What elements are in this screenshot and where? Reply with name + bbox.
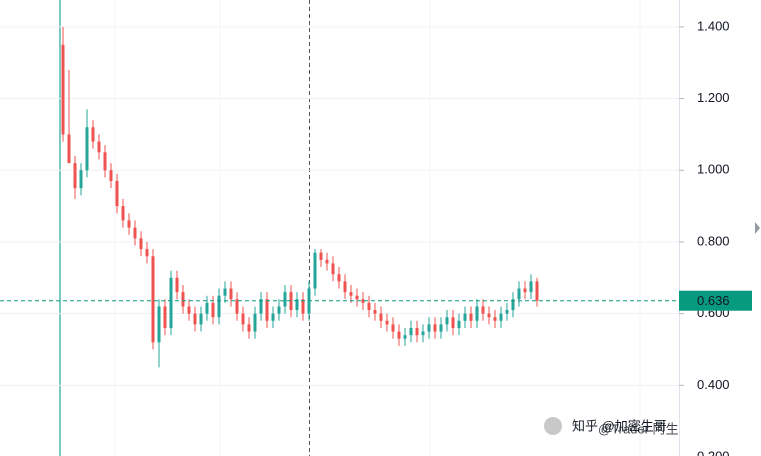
candle-body xyxy=(373,310,377,314)
candle-body xyxy=(151,256,155,343)
watermark: @Trader 阿生 xyxy=(598,421,679,436)
candle-body xyxy=(187,306,191,314)
candle-body xyxy=(343,281,347,293)
candle-body xyxy=(499,313,503,321)
candle-body xyxy=(103,152,107,171)
candle-body xyxy=(511,299,515,311)
candle-body xyxy=(361,299,365,303)
candle-body xyxy=(277,306,281,314)
candle-body xyxy=(73,163,77,189)
candle-body xyxy=(355,295,359,300)
candle-body xyxy=(67,134,71,164)
candle-body xyxy=(349,292,353,296)
candle-body xyxy=(337,274,341,282)
candle-body xyxy=(319,252,323,260)
candle-body xyxy=(487,313,491,318)
candle-body xyxy=(193,313,197,325)
candle-body xyxy=(235,299,239,314)
watermark: 知乎 @加密生哥 xyxy=(572,418,667,433)
candle-body xyxy=(313,252,317,289)
candle-body xyxy=(163,306,167,328)
candle-body xyxy=(523,288,527,293)
candle-body xyxy=(481,306,485,314)
candle-body xyxy=(205,302,209,314)
candle-body xyxy=(133,227,137,239)
candle-body xyxy=(97,141,101,153)
last-price-box xyxy=(679,290,752,311)
candle-body xyxy=(451,317,455,328)
candle-body xyxy=(535,281,539,301)
candle-body xyxy=(391,324,395,332)
candle-body xyxy=(415,327,419,336)
candle-body xyxy=(115,181,119,207)
candle-body xyxy=(157,306,161,343)
candle-body xyxy=(427,324,431,332)
candle-body xyxy=(439,324,443,332)
candle-body xyxy=(229,288,233,300)
candle-body xyxy=(301,299,305,314)
candle-body xyxy=(79,170,83,189)
candle-body xyxy=(505,310,509,314)
candle-body xyxy=(409,327,413,336)
candle-body xyxy=(91,127,95,142)
y-tick-label: 1.000 xyxy=(697,162,730,177)
candle-body xyxy=(121,206,125,221)
candle-body xyxy=(517,288,521,300)
candle-body xyxy=(271,313,275,321)
candle-body xyxy=(223,288,227,296)
candle-body xyxy=(127,220,131,228)
candle-body xyxy=(397,331,401,339)
candle-body xyxy=(421,331,425,336)
candle-body xyxy=(445,317,449,325)
candle-body xyxy=(139,238,143,250)
y-tick-label: 1.200 xyxy=(697,90,730,105)
candle-body xyxy=(109,170,113,182)
y-tick-label: 0.400 xyxy=(697,377,730,392)
candle-body xyxy=(175,277,179,293)
candle-body xyxy=(265,299,269,321)
last-price-label: 0.636 xyxy=(697,293,730,308)
candle-body xyxy=(529,281,533,293)
candle-body xyxy=(217,295,221,318)
y-tick-label: 0.200 xyxy=(697,448,730,456)
candle-body xyxy=(475,306,479,321)
candle-body xyxy=(145,249,149,257)
candle-body xyxy=(283,292,287,307)
candle-body xyxy=(457,320,461,328)
candle-body xyxy=(247,324,251,332)
candle-body xyxy=(241,313,245,325)
candle-body xyxy=(493,317,497,321)
scroll-arrow xyxy=(755,222,760,234)
candle-body xyxy=(403,335,407,339)
candle-body xyxy=(85,127,89,171)
candle-body xyxy=(469,313,473,321)
wechat-icon xyxy=(544,417,562,435)
candle-body xyxy=(463,313,467,321)
candle-body xyxy=(253,313,257,332)
candle-body xyxy=(259,299,263,314)
candle-body xyxy=(295,299,299,311)
candle-body xyxy=(331,263,335,275)
candle-body xyxy=(211,302,215,318)
y-tick-label: 1.400 xyxy=(697,18,730,33)
candle-body xyxy=(325,259,329,264)
candle-body xyxy=(199,313,203,325)
candle-body xyxy=(169,277,173,328)
candle-body xyxy=(379,313,383,321)
candle-body xyxy=(433,324,437,332)
candle-body xyxy=(367,302,371,311)
candle-body xyxy=(385,320,389,325)
candle-body xyxy=(61,44,65,135)
candle-body xyxy=(181,292,185,307)
y-tick-label: 0.800 xyxy=(697,233,730,248)
